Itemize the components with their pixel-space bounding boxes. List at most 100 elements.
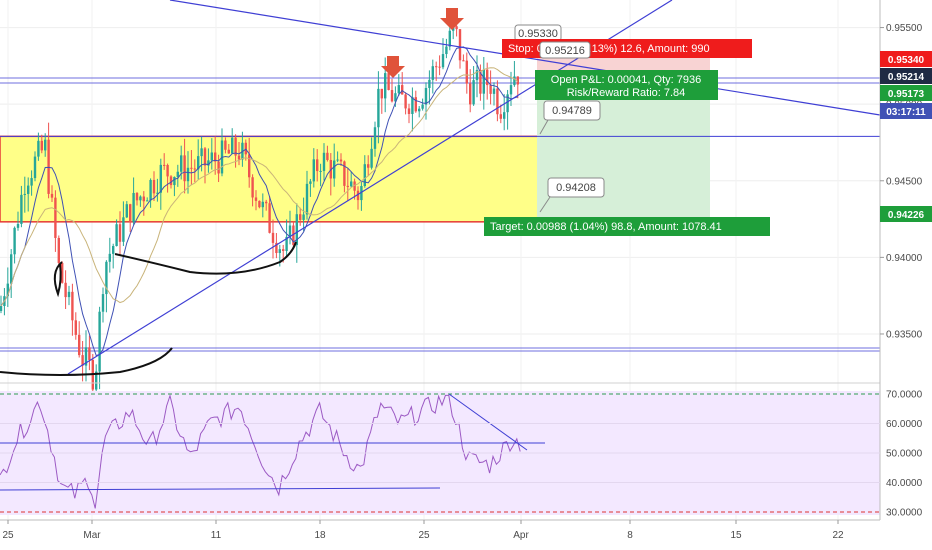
price-label-0-95216[interactable]: 0.95216 <box>539 41 591 59</box>
candle-body <box>261 201 264 208</box>
freehand-curve-3[interactable] <box>0 347 173 376</box>
candle-body <box>387 73 390 91</box>
yellow-zone <box>0 135 569 223</box>
candle-body <box>248 154 251 178</box>
last-price-badge: 0.95214 <box>880 68 932 84</box>
time-axis[interactable]: 25 Mar 11 18 25 Apr 8 15 22 <box>0 519 880 541</box>
candle-body <box>384 73 387 99</box>
ascending-trendline[interactable] <box>67 0 673 375</box>
price-tick-label: 0.93500 <box>886 329 923 340</box>
rsi-axis[interactable]: 70.0000 60.0000 50.0000 40.0000 30.0000 <box>0 389 923 519</box>
candle-body <box>516 76 519 85</box>
candle-body <box>163 164 166 166</box>
target-label[interactable]: Target: 0.00988 (1.04%) 98.8, Amount: 10… <box>484 217 770 236</box>
candle-body <box>16 223 20 228</box>
candle-body <box>159 164 162 193</box>
candle-body <box>414 97 417 112</box>
candle-body <box>234 137 237 156</box>
candle-body <box>227 149 230 154</box>
candle-body <box>54 197 57 238</box>
price-label-0-94789[interactable]: 0.94789 <box>543 100 601 121</box>
price-label-0-95330[interactable]: 0.95330 <box>514 24 562 42</box>
rsi-trendline[interactable] <box>448 393 528 451</box>
rsi-support-line[interactable] <box>0 487 441 491</box>
candle-body <box>302 214 305 220</box>
open-pl-label[interactable]: Open P&L: 0.00041, Qty: 7936 Risk/Reward… <box>535 70 718 100</box>
candle-body <box>390 90 394 102</box>
label-connector <box>539 196 551 213</box>
candle-body <box>428 79 431 88</box>
time-tick-label: 22 <box>832 530 844 541</box>
candle-body <box>139 196 142 201</box>
candle-body <box>299 214 302 220</box>
candle-body <box>360 186 363 201</box>
candle-body <box>207 160 210 166</box>
rsi-tick-label: 70.0000 <box>886 389 923 400</box>
candle-body <box>152 179 156 194</box>
time-tick-label: Apr <box>513 530 529 541</box>
candle-body <box>27 185 30 194</box>
price-label-0-94208[interactable]: 0.94208 <box>547 177 605 198</box>
time-tick-label: 8 <box>627 530 633 541</box>
candle-body <box>475 70 479 81</box>
candle-body <box>367 164 370 168</box>
candle-body <box>30 178 33 186</box>
candle-body <box>305 183 309 215</box>
time-tick-label: 25 <box>2 530 14 541</box>
candle-body <box>88 347 91 360</box>
candle-body <box>98 311 101 372</box>
candle-body <box>462 60 465 62</box>
candle-body <box>197 156 200 170</box>
candle-body <box>322 152 326 171</box>
candle-body <box>373 127 377 149</box>
candle-body <box>258 200 261 208</box>
candle-body <box>33 156 37 179</box>
candle-body <box>254 197 258 201</box>
ma-price-badge: 0.95173 <box>880 85 932 101</box>
candle-body <box>129 204 132 223</box>
candle-body <box>499 114 502 119</box>
candle-body <box>180 155 183 172</box>
target-price-badge: 0.94226 <box>880 206 932 222</box>
candle-body <box>166 164 169 177</box>
candle-body <box>496 88 499 115</box>
price-tick-label: 0.94500 <box>886 176 923 187</box>
time-tick-label: 15 <box>730 530 742 541</box>
candle-body <box>146 200 149 202</box>
time-tick-label: 11 <box>211 530 222 541</box>
candle-body <box>469 83 472 105</box>
candle-body <box>377 88 380 128</box>
candle-body <box>333 160 336 179</box>
candle-body <box>479 70 482 94</box>
candle-body <box>125 204 128 218</box>
label-connector <box>539 119 549 135</box>
candle-body <box>224 140 227 150</box>
candle-body <box>435 66 438 68</box>
candle-body <box>418 108 421 112</box>
candle-body <box>176 171 179 177</box>
price-tick-label: 0.95500 <box>886 23 923 34</box>
candle-body <box>23 193 26 195</box>
arrow-down-icon <box>440 8 464 30</box>
candle-body <box>183 155 186 182</box>
freehand-curve-2[interactable] <box>53 261 63 298</box>
rsi-line <box>0 393 521 509</box>
freehand-curve-1[interactable] <box>114 241 297 275</box>
candle-body <box>67 291 71 298</box>
candle-body <box>81 355 84 366</box>
candle-body <box>244 142 247 155</box>
candle-body <box>37 140 40 157</box>
candle-body <box>356 190 360 201</box>
candle-body <box>282 249 285 251</box>
candle-body <box>13 227 16 255</box>
svg-text:Target: 0.00988 (1.04%) 98.8,: Target: 0.00988 (1.04%) 98.8, Amount: 10… <box>490 221 722 233</box>
svg-text:Risk/Reward Ratio: 7.84: Risk/Reward Ratio: 7.84 <box>567 87 686 99</box>
price-tick-label: 0.94000 <box>886 253 923 264</box>
candle-body <box>57 237 60 263</box>
svg-text:0.95340: 0.95340 <box>888 55 925 66</box>
candle-body <box>506 94 509 113</box>
candle-body <box>486 69 489 86</box>
rsi-tick-label: 40.0000 <box>886 478 923 489</box>
candle-body <box>118 224 122 242</box>
